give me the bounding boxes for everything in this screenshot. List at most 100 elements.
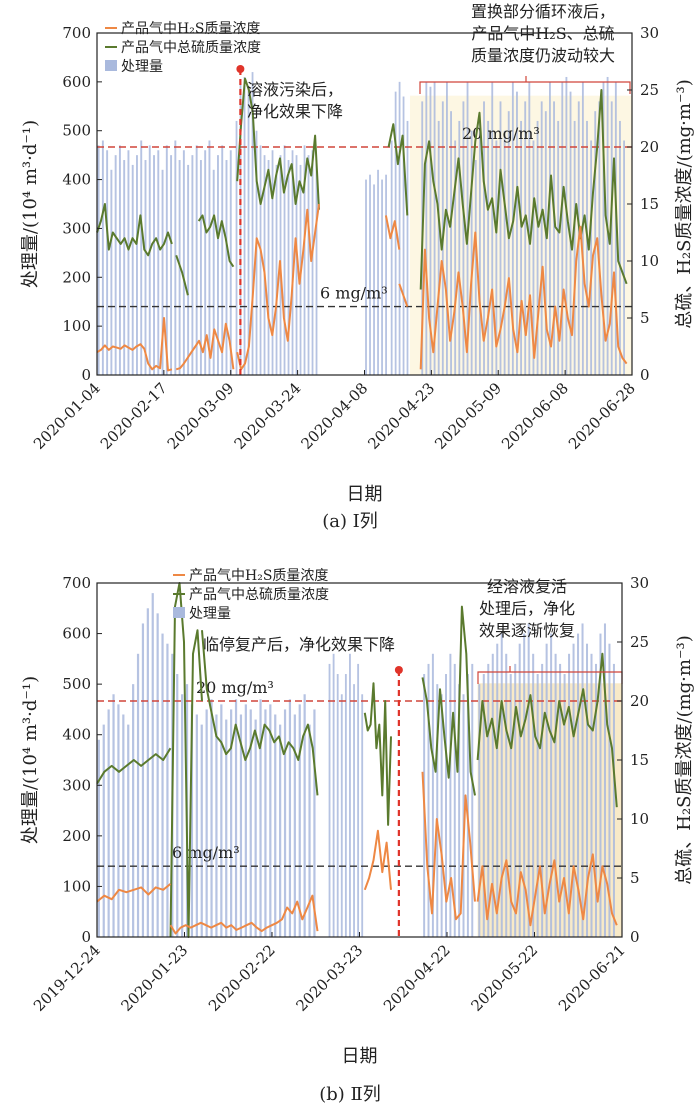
volume-bar bbox=[144, 160, 147, 375]
total-sulfur-line bbox=[476, 652, 618, 808]
y-tick-label-right: 20 bbox=[630, 692, 649, 710]
annotation-bracket bbox=[419, 76, 631, 94]
volume-bar bbox=[532, 140, 535, 375]
volume-bar bbox=[234, 699, 238, 937]
y-tick-label-left: 500 bbox=[62, 122, 91, 140]
volume-bar bbox=[561, 81, 564, 375]
y-tick-label-left: 400 bbox=[62, 726, 91, 744]
y-tick-label-left: 100 bbox=[62, 317, 91, 335]
volume-bar bbox=[303, 694, 306, 937]
volume-bar bbox=[554, 653, 557, 937]
annotation-text: 溶液污染后， bbox=[247, 80, 343, 99]
volume-bar bbox=[462, 101, 465, 376]
x-tick-label: 2020-01-23 bbox=[117, 941, 191, 1015]
volume-bar bbox=[307, 155, 310, 375]
volume-bar bbox=[487, 120, 490, 375]
volume-bar bbox=[344, 674, 347, 937]
volume-bar bbox=[377, 169, 379, 375]
volume-bar bbox=[608, 643, 611, 937]
y-tick-label-right: 25 bbox=[630, 633, 649, 651]
volume-bar bbox=[450, 111, 452, 376]
y-tick-label-left: 400 bbox=[62, 171, 91, 189]
volume-bar bbox=[398, 81, 401, 375]
volume-bar bbox=[112, 694, 115, 937]
volume-bar bbox=[433, 81, 436, 375]
volume-bar bbox=[315, 160, 318, 375]
y-tick-label-left: 0 bbox=[81, 928, 91, 946]
y-tick-label-right: 30 bbox=[630, 574, 649, 592]
volume-bar bbox=[269, 704, 272, 937]
panel-caption: (a) Ⅰ列 bbox=[322, 511, 378, 532]
volume-bar bbox=[446, 81, 448, 375]
volume-bar bbox=[458, 684, 461, 937]
volume-bar bbox=[553, 101, 555, 376]
volume-bar bbox=[217, 155, 219, 375]
h2s-line bbox=[419, 225, 628, 370]
volume-bar bbox=[239, 81, 242, 375]
volume-bar bbox=[264, 709, 267, 937]
y-tick-label-left: 0 bbox=[81, 366, 91, 384]
volume-bar bbox=[385, 174, 387, 375]
volume-bar bbox=[298, 704, 301, 937]
volume-bar bbox=[524, 101, 527, 376]
volume-bar bbox=[132, 684, 135, 937]
volume-bar bbox=[511, 81, 514, 375]
total-sulfur-line bbox=[419, 89, 628, 290]
x-tick-label: 2020-03-09 bbox=[164, 379, 238, 453]
volume-bar bbox=[153, 155, 155, 375]
volume-bar bbox=[394, 91, 397, 375]
volume-bar bbox=[212, 169, 215, 375]
volume-bar bbox=[491, 81, 494, 375]
volume-bar bbox=[590, 653, 593, 937]
volume-bar bbox=[221, 145, 224, 375]
volume-bar bbox=[454, 140, 457, 375]
volume-bar bbox=[612, 663, 615, 937]
volume-bar bbox=[381, 179, 383, 375]
volume-bar bbox=[445, 674, 447, 937]
volume-bar bbox=[263, 155, 266, 375]
volume-bar bbox=[151, 593, 154, 937]
y-tick-label-right: 30 bbox=[640, 24, 659, 42]
volume-bar bbox=[478, 684, 481, 937]
legend-label: 产品气中H₂S质量浓度 bbox=[121, 21, 260, 37]
volume-bar bbox=[594, 663, 598, 937]
volume-bar bbox=[328, 663, 331, 937]
volume-bar bbox=[365, 179, 367, 375]
volume-bar bbox=[336, 674, 339, 937]
volume-bar bbox=[182, 150, 185, 375]
volume-bar bbox=[503, 130, 506, 375]
volume-bar bbox=[295, 155, 298, 375]
annotation-text: 产品气中H₂S、总硫 bbox=[471, 24, 614, 43]
volume-bar bbox=[190, 704, 194, 937]
volume-bar bbox=[340, 694, 343, 937]
volume-bar bbox=[148, 145, 151, 375]
volume-bar bbox=[220, 704, 223, 937]
x-tick-label: 2020-03-23 bbox=[292, 941, 366, 1015]
volume-bar bbox=[429, 86, 432, 375]
volume-bar bbox=[225, 719, 228, 937]
reference-label-20: 20 mg/m³ bbox=[196, 678, 274, 697]
volume-bar bbox=[466, 674, 469, 937]
volume-bar bbox=[572, 643, 575, 937]
volume-bar bbox=[495, 140, 498, 375]
volume-bar bbox=[249, 709, 252, 937]
volume-bar bbox=[427, 663, 430, 937]
volume-bar bbox=[357, 663, 360, 937]
volume-bar bbox=[215, 714, 218, 937]
volume-bar bbox=[118, 145, 121, 375]
volume-bar bbox=[254, 719, 257, 937]
total-sulfur-line bbox=[201, 630, 319, 796]
volume-bar bbox=[623, 140, 626, 375]
volume-bar bbox=[288, 699, 292, 937]
volume-bar bbox=[195, 714, 198, 937]
volume-bar bbox=[332, 653, 335, 937]
volume-bar bbox=[187, 164, 190, 375]
volume-bar bbox=[437, 120, 440, 375]
volume-bar bbox=[161, 633, 164, 937]
h2s-line bbox=[384, 215, 401, 250]
y-tick-label-left: 700 bbox=[62, 24, 91, 42]
x-tick-label: 2020-05-09 bbox=[431, 379, 505, 453]
volume-bar bbox=[199, 160, 202, 375]
volume-bar bbox=[619, 120, 621, 375]
x-tick-label: 2020-04-23 bbox=[364, 379, 438, 453]
